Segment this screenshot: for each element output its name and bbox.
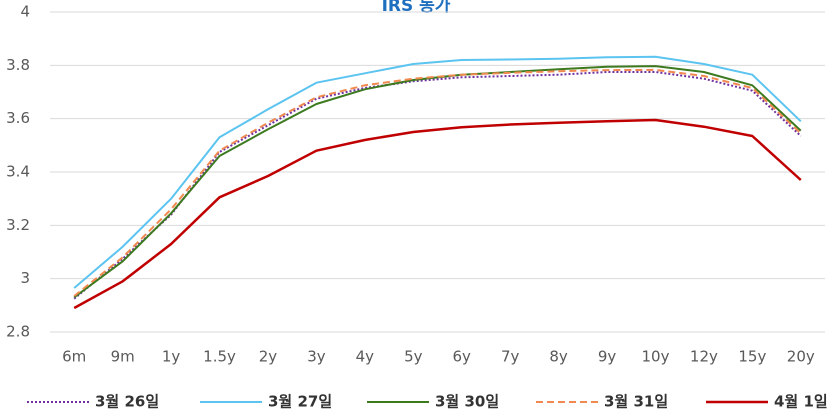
- x-tick-label: 6y: [453, 348, 472, 366]
- legend-label: 3월 27일: [268, 393, 332, 411]
- x-tick-label: 5y: [404, 348, 423, 366]
- legend: 3월 26일 3월 27일 3월 30일 3월 31일 4월 1일: [27, 393, 828, 411]
- series-line: [73, 118, 802, 310]
- x-axis-tick-labels: 6m 9m 1y 1.5y 2y 3y 4y 5y 6y 7y 8y 9y 10y 12y 15y 20y: [62, 348, 815, 366]
- legend-label: 3월 30일: [435, 393, 499, 411]
- x-tick-label: 6m: [62, 348, 86, 366]
- legend-label: 3월 31일: [604, 393, 668, 411]
- x-tick-label: 4y: [356, 348, 375, 366]
- x-tick-label: 1y: [162, 348, 181, 366]
- y-tick-label: 3.8: [6, 56, 30, 74]
- x-tick-label: 9m: [111, 348, 135, 366]
- y-tick-label: 3.6: [6, 109, 30, 127]
- x-tick-label: 2y: [259, 348, 278, 366]
- series-lines: [73, 55, 802, 310]
- y-tick-label: 3: [20, 269, 30, 287]
- series-line: [73, 68, 802, 297]
- y-tick-label: 2.8: [6, 323, 30, 341]
- x-tick-label: 7y: [501, 348, 520, 366]
- y-tick-label: 3.2: [6, 216, 30, 234]
- y-axis-tick-labels: 2.8 3 3.2 3.4 3.6 3.8 4: [6, 3, 30, 341]
- series-line: [73, 55, 802, 289]
- chart-title: IRS 동가: [382, 0, 451, 16]
- x-tick-label: 8y: [549, 348, 568, 366]
- series-line: [73, 71, 802, 300]
- x-tick-label: 1.5y: [203, 348, 236, 366]
- legend-label: 3월 26일: [95, 393, 159, 411]
- series-line: [73, 65, 802, 299]
- x-tick-label: 12y: [690, 348, 718, 366]
- y-tick-label: 4: [20, 3, 30, 21]
- x-tick-label: 9y: [598, 348, 617, 366]
- x-tick-label: 20y: [787, 348, 815, 366]
- legend-label: 4월 1일: [774, 393, 828, 411]
- gridlines: [50, 11, 825, 333]
- x-tick-label: 10y: [641, 348, 669, 366]
- x-tick-label: 15y: [738, 348, 766, 366]
- x-tick-label: 3y: [307, 348, 326, 366]
- y-tick-label: 3.4: [6, 163, 30, 181]
